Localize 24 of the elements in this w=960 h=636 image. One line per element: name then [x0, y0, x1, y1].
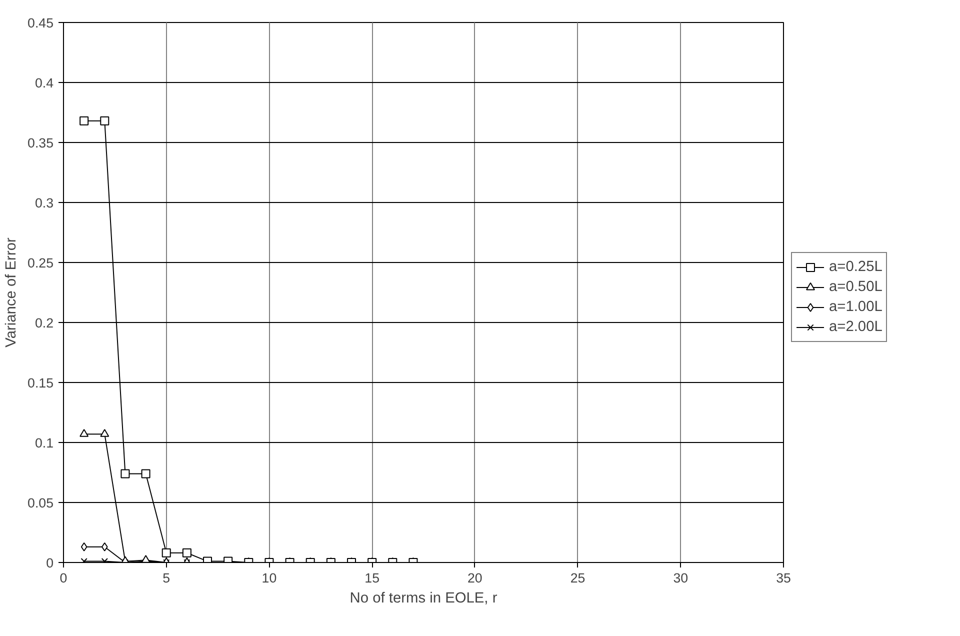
y-tick-label: 0.25 [28, 256, 54, 270]
legend-label: a=0.50L [829, 279, 882, 295]
y-tick-label: 0 [46, 556, 54, 570]
y-tick-label: 0.2 [34, 316, 54, 330]
x-tick-label: 35 [776, 570, 791, 586]
y-tick-label: 0.3 [34, 196, 54, 210]
y-tick-label: 0.15 [28, 376, 54, 390]
x-tick-label: 20 [468, 570, 482, 586]
x-tick-label: 30 [673, 570, 688, 586]
x-tick-label: 15 [364, 570, 380, 586]
x-tick-label: 5 [162, 570, 170, 586]
y-axis-title: Variance of Error [4, 238, 20, 348]
y-tick-label: 0.1 [34, 436, 54, 450]
x-axis-title: No of terms in EOLE, r [350, 590, 498, 606]
y-tick-label: 0.45 [28, 16, 54, 30]
x-tick-label: 10 [262, 570, 277, 586]
y-tick-label: 0.35 [28, 136, 54, 150]
legend-label: a=0.25L [829, 259, 882, 275]
legend-label: a=2.00L [829, 319, 882, 335]
y-tick-label: 0.4 [34, 76, 54, 90]
x-tick-label: 25 [570, 570, 586, 586]
y-tick-label: 0.05 [28, 496, 54, 510]
legend-label: a=1.00L [829, 299, 882, 315]
x-tick-label: 0 [60, 570, 68, 586]
